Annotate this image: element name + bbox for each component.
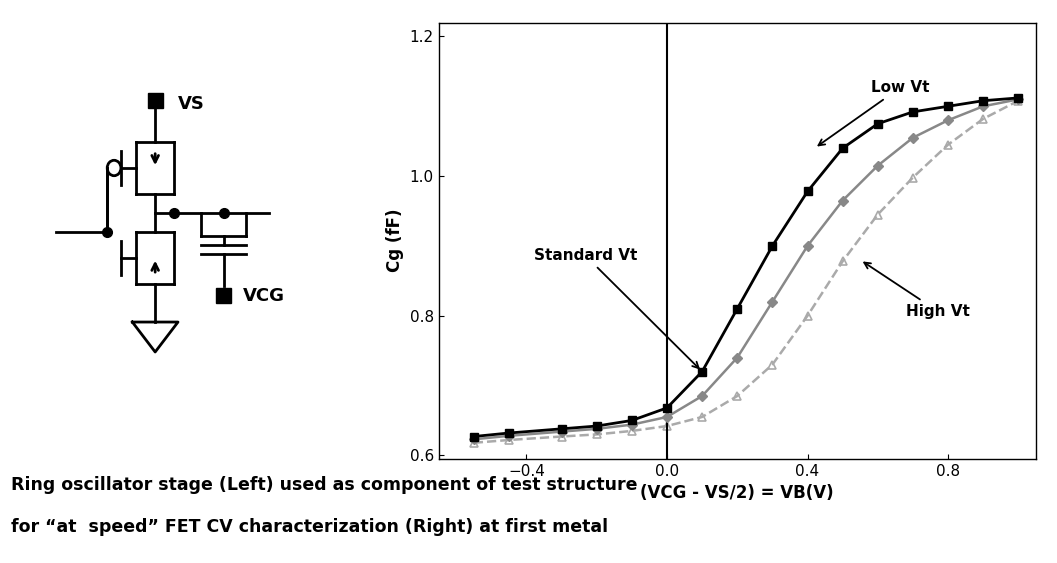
Text: VCG: VCG bbox=[243, 287, 284, 305]
Text: VS: VS bbox=[178, 95, 205, 113]
Text: High Vt: High Vt bbox=[865, 262, 969, 319]
Text: Standard Vt: Standard Vt bbox=[534, 248, 699, 368]
Text: Ring oscillator stage (Left) used as component of test structure: Ring oscillator stage (Left) used as com… bbox=[11, 476, 637, 494]
Text: for “at  speed” FET CV characterization (Right) at first metal: for “at speed” FET CV characterization (… bbox=[11, 518, 608, 536]
Y-axis label: Cg (fF): Cg (fF) bbox=[386, 209, 404, 272]
Bar bbox=[216, 288, 231, 303]
Text: Low Vt: Low Vt bbox=[818, 81, 929, 145]
Bar bbox=[148, 93, 163, 108]
X-axis label: (VCG - VS/2) = VB(V): (VCG - VS/2) = VB(V) bbox=[641, 484, 834, 502]
